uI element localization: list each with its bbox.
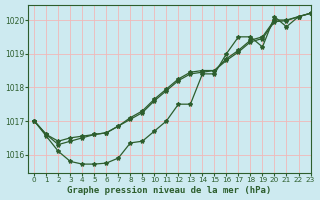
X-axis label: Graphe pression niveau de la mer (hPa): Graphe pression niveau de la mer (hPa) <box>67 186 272 195</box>
